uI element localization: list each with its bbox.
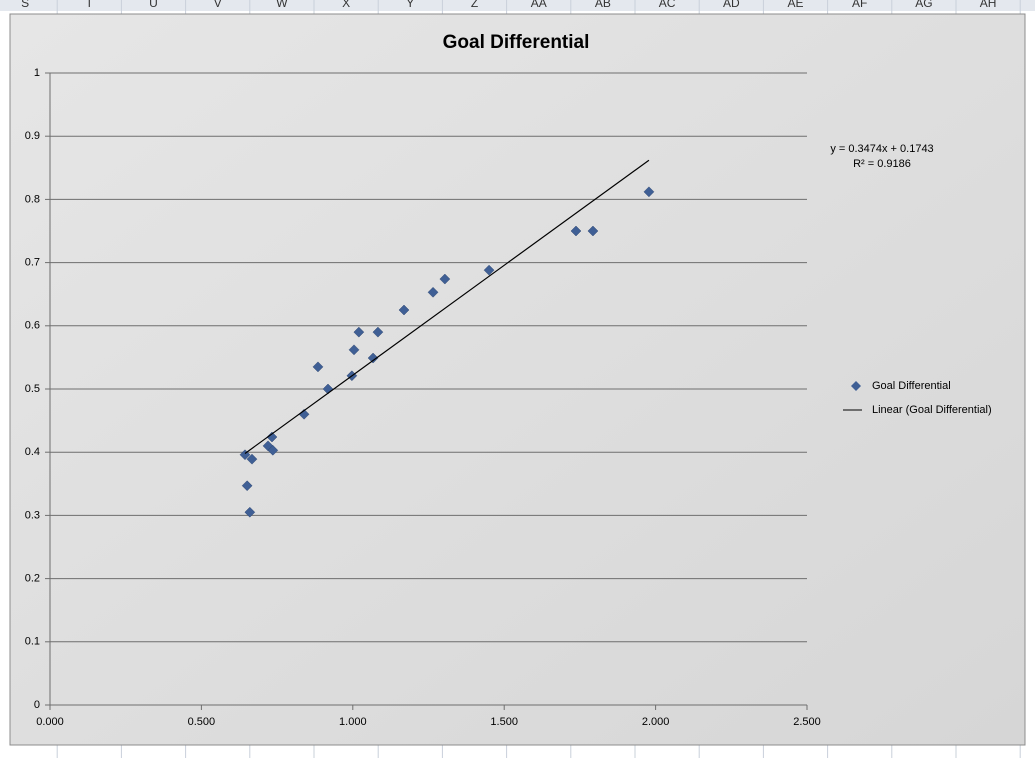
data-point [312,361,324,373]
y-tick-label: 1 [34,67,40,79]
trendline-equation: y = 0.3474x + 0.1743 [830,143,933,155]
y-tick-label: 0.1 [25,636,40,648]
y-tick-label: 0.6 [25,320,40,332]
x-tick-label: 1.000 [339,716,367,728]
column-header: X [342,0,350,10]
column-header: T [86,0,94,10]
trendline [244,159,650,454]
column-header: AD [723,0,740,10]
legend-entry: Goal Differential [872,380,951,392]
column-header: AA [531,0,547,10]
column-header: U [149,0,158,10]
y-tick-label: 0.5 [25,383,40,395]
column-header: V [214,0,222,10]
column-header: AE [787,0,803,10]
chart-title: Goal Differential [443,32,590,53]
y-tick-label: 0.8 [25,193,40,205]
y-tick-label: 0 [34,699,40,711]
column-header: Z [471,0,478,10]
column-header: Y [406,0,414,10]
column-header: AC [659,0,676,10]
y-tick-label: 0.7 [25,257,40,269]
data-point [439,273,451,285]
data-point [483,264,495,276]
y-tick-label: 0.3 [25,509,40,521]
data-point [246,453,258,465]
trendline-equation: R² = 0.9186 [853,158,911,170]
data-point [267,444,279,456]
legend-symbol [851,381,861,391]
column-header: AH [980,0,997,10]
data-point [643,186,655,198]
y-tick-label: 0.9 [25,130,40,142]
data-point [398,304,410,316]
x-tick-label: 0.500 [188,716,216,728]
column-header: AB [595,0,611,10]
data-point [372,326,384,338]
data-point [244,506,256,518]
data-point [367,352,379,364]
column-header: S [21,0,29,10]
data-point [570,225,582,237]
column-header: AG [915,0,932,10]
column-header: W [276,0,288,10]
column-header-bar [0,0,1035,11]
x-tick-label: 2.500 [793,716,821,728]
column-header: AF [852,0,867,10]
data-point [266,431,278,443]
y-tick-label: 0.4 [25,446,40,458]
data-point [427,286,439,298]
x-tick-label: 1.500 [490,716,518,728]
data-point [353,326,365,338]
x-tick-label: 2.000 [642,716,670,728]
data-point [348,344,360,356]
legend-entry: Linear (Goal Differential) [872,404,992,416]
data-point [241,480,253,492]
x-tick-label: 0.000 [36,716,64,728]
y-tick-label: 0.2 [25,573,40,585]
data-point [587,225,599,237]
